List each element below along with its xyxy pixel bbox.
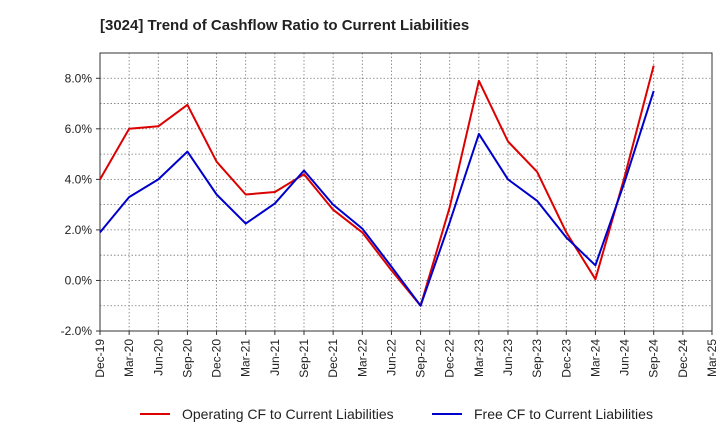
x-tick-label: Mar-25 [705, 339, 719, 377]
x-tick-label: Mar-21 [239, 339, 253, 377]
x-tick-label: Sep-20 [180, 339, 194, 378]
y-tick-label: 4.0% [65, 172, 93, 186]
x-tick-label: Jun-24 [618, 339, 632, 376]
x-tick-label: Jun-20 [151, 339, 165, 376]
series-layer [99, 65, 655, 307]
series-line-free-cf [99, 90, 655, 307]
x-tick-label: Mar-24 [588, 339, 602, 377]
y-tick-label: 6.0% [65, 122, 93, 136]
x-tick-label: Dec-24 [676, 339, 690, 378]
x-tick-label: Sep-23 [530, 339, 544, 378]
grid-layer [100, 53, 712, 331]
x-tick-label: Mar-22 [355, 339, 369, 377]
x-tick-label: Dec-19 [93, 339, 107, 378]
x-tick-label: Mar-23 [472, 339, 486, 377]
x-tick-label: Dec-21 [326, 339, 340, 378]
x-tick-label: Sep-21 [297, 339, 311, 378]
x-tick-label: Mar-20 [122, 339, 136, 377]
x-tick-label: Jun-22 [384, 339, 398, 376]
legend-label: Free CF to Current Liabilities [474, 406, 653, 422]
x-axis-ticks: Dec-19 Mar-20 Jun-20 Sep-20 Dec-20 Mar-21 Jun-… [93, 331, 719, 378]
x-tick-label: Jun-23 [501, 339, 515, 376]
x-tick-label: Dec-22 [443, 339, 457, 378]
x-tick-label: Sep-24 [647, 339, 661, 378]
x-tick-label: Sep-22 [414, 339, 428, 378]
legend: Operating CF to Current Liabilities Free … [140, 406, 653, 422]
x-tick-label: Dec-23 [559, 339, 573, 378]
y-axis-ticks: -2.0% 0.0% 2.0% 4.0% 6.0% 8.0% [61, 71, 100, 338]
plot-area-frame [99, 52, 713, 332]
x-tick-label: Jun-21 [268, 339, 282, 376]
y-tick-label: 0.0% [65, 273, 93, 287]
y-tick-label: 2.0% [65, 223, 93, 237]
legend-label: Operating CF to Current Liabilities [182, 406, 394, 422]
chart-title: [3024] Trend of Cashflow Ratio to Curren… [100, 17, 469, 34]
y-tick-label: 8.0% [65, 71, 93, 85]
x-tick-label: Dec-20 [210, 339, 224, 378]
series-line-operating-cf [99, 65, 655, 307]
y-tick-label: -2.0% [61, 324, 93, 338]
